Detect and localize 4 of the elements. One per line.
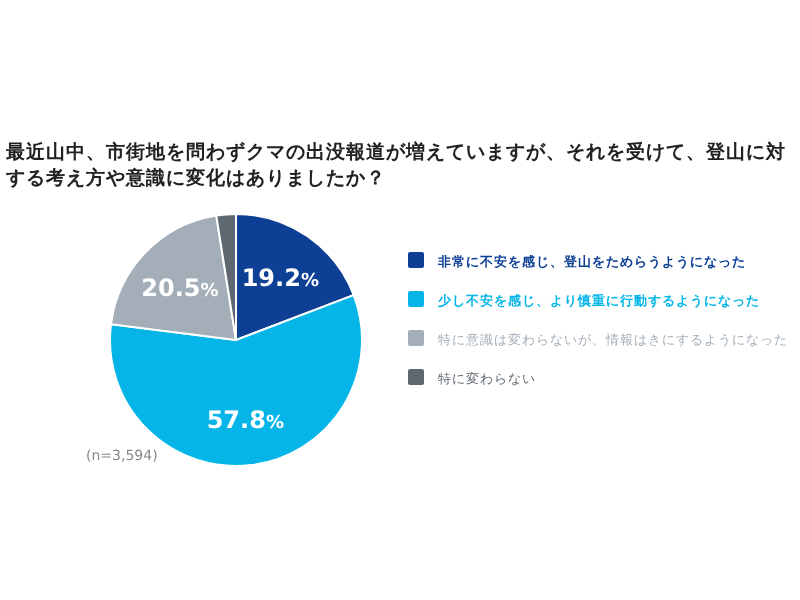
data-label: 57.8% xyxy=(206,405,284,434)
chart-title: 最近山中、市街地を問わずクマの出没報道が増えていますが、それを受けて、登山に対する考え方や意識に変化はありましたか？ xyxy=(6,140,788,192)
data-label: 20.5% xyxy=(141,273,219,302)
data-label: 19.2% xyxy=(241,263,319,292)
